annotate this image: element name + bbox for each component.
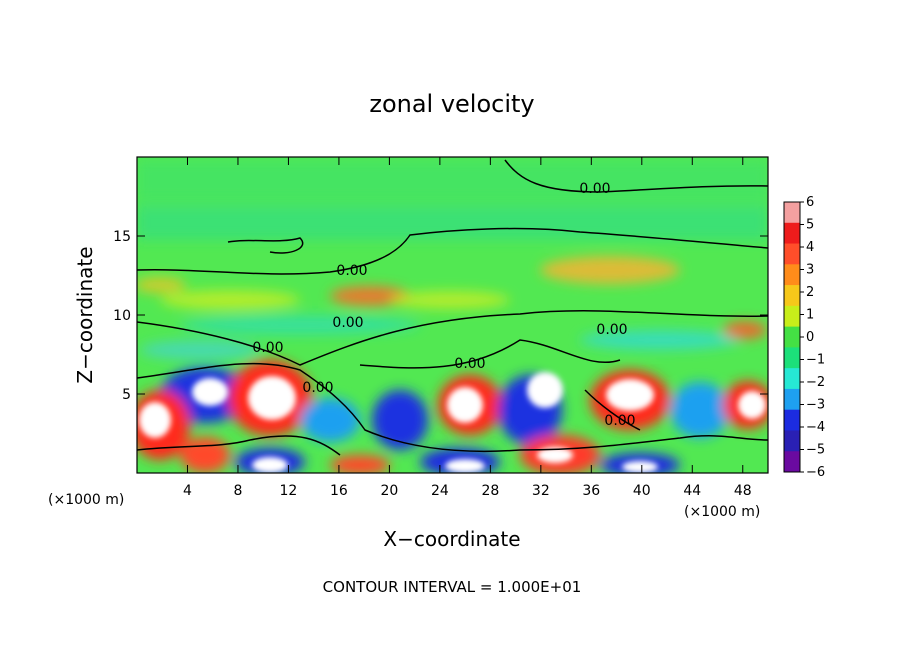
contour-line — [137, 310, 768, 366]
colorbar-label: 2 — [806, 285, 814, 300]
y-tick-label: 10 — [113, 308, 131, 324]
x-unit-label: (×1000 m) — [48, 492, 124, 508]
x-tick-label: 4 — [183, 483, 192, 499]
colorbar-label: 3 — [806, 263, 814, 278]
colorbar-swatch — [784, 347, 800, 369]
contour-labels: 0.00 0.00 0.00 0.00 0.00 0.00 0.00 0.00 — [252, 181, 635, 429]
colorbar-swatch — [784, 264, 800, 286]
colorbar-label: −6 — [806, 465, 825, 480]
colorbar-label: 5 — [806, 218, 814, 233]
contour-line — [137, 227, 768, 275]
x-tick-label: 40 — [633, 483, 651, 499]
x-tick-label: 36 — [582, 483, 600, 499]
contour-label: 0.00 — [596, 322, 627, 338]
colorbar-swatch — [784, 285, 800, 307]
colorbar-swatch — [784, 202, 800, 224]
contour-line — [584, 389, 641, 431]
x-tick-label: 32 — [532, 483, 550, 499]
x-tick-label: 48 — [734, 483, 752, 499]
contour-label: 0.00 — [604, 413, 635, 429]
x-tick-label: 24 — [431, 483, 449, 499]
x-tick-label: 20 — [380, 483, 398, 499]
colorbar-swatch — [784, 222, 800, 245]
x-tick-label: 28 — [481, 483, 499, 499]
colorbar-swatch — [784, 243, 800, 265]
contour-line — [137, 435, 341, 456]
x-tick-label: 16 — [330, 483, 348, 499]
colorbar-label: 1 — [806, 308, 814, 323]
colorbar-label: −5 — [806, 443, 825, 458]
colorbar-label: −3 — [806, 398, 825, 413]
contour-label: 0.00 — [454, 356, 485, 372]
x-unit-label-right: (×1000 m) — [684, 504, 760, 520]
colorbar-label: −4 — [806, 420, 825, 435]
contour-label: 0.00 — [336, 263, 367, 279]
colorbar-swatch — [784, 409, 800, 431]
contour-line — [227, 237, 304, 254]
chart-title: zonal velocity — [369, 90, 534, 118]
contour-line — [137, 362, 768, 453]
y-tick-label: 5 — [122, 387, 131, 403]
colorbar-swatch — [784, 388, 800, 411]
contour-interval-note: CONTOUR INTERVAL = 1.000E+01 — [323, 578, 582, 596]
colorbar-label: 4 — [806, 240, 814, 255]
y-axis-label: Z−coordinate — [73, 246, 97, 383]
colorbar-swatch — [784, 368, 800, 390]
x-axis-label: X−coordinate — [383, 527, 520, 551]
colorbar-label: 0 — [806, 330, 814, 345]
x-tick-label: 44 — [683, 483, 701, 499]
contour-label: 0.00 — [332, 315, 363, 331]
contour-label: 0.00 — [252, 340, 283, 356]
colorbar-swatch — [784, 305, 800, 328]
contour-line — [359, 339, 621, 369]
contour-label: 0.00 — [579, 181, 610, 197]
x-tick-label: 12 — [280, 483, 298, 499]
colorbar-swatch — [784, 451, 800, 473]
zero-contours — [137, 159, 768, 456]
colorbar-swatch — [784, 326, 800, 348]
colorbar-label: 6 — [806, 195, 814, 210]
colorbar: 6 5 4 3 2 1 0 −1 −2 −3 −4 −5 −6 — [783, 195, 825, 480]
colorbar-label: −1 — [806, 353, 825, 368]
y-tick-label: 15 — [113, 229, 131, 245]
contour-label: 0.00 — [302, 380, 333, 396]
colorbar-swatch — [784, 430, 800, 452]
velocity-field — [137, 157, 768, 473]
colorbar-label: −2 — [806, 375, 825, 390]
x-tick-label: 8 — [233, 483, 242, 499]
contour-line — [504, 159, 768, 193]
